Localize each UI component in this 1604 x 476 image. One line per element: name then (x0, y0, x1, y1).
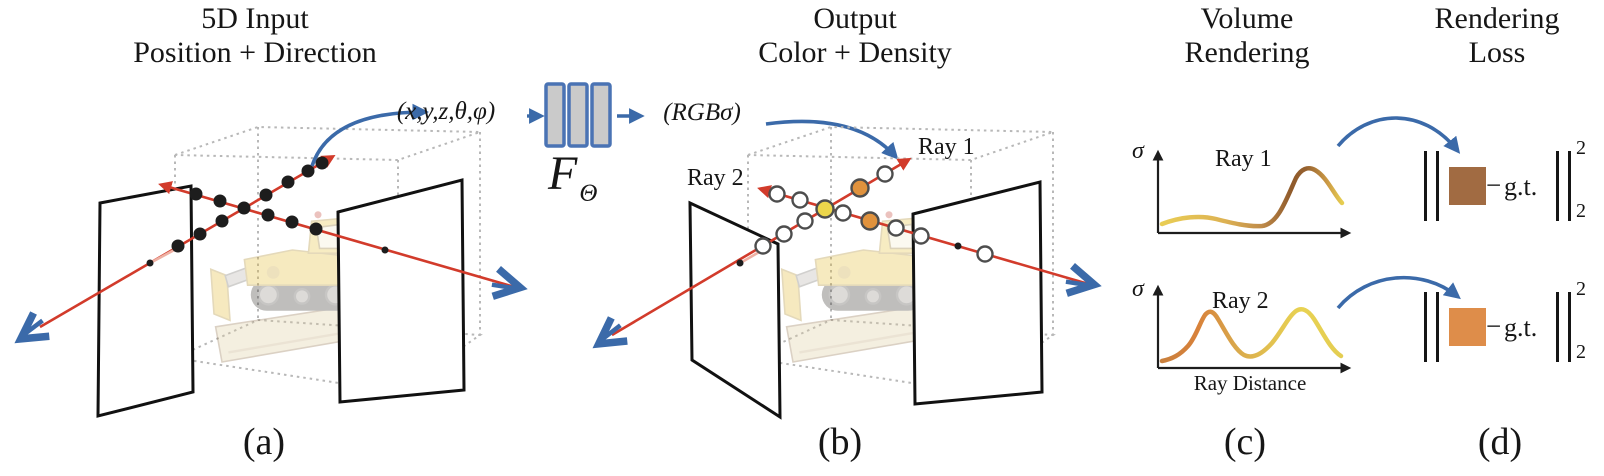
density-curve-ray1 (1159, 166, 1345, 229)
camera-icon-a-right (489, 268, 524, 303)
network-input-formula: (x,y,z,θ,φ) (396, 98, 496, 125)
render-to-loss-arrow-1 (1336, 116, 1461, 154)
loss2-norm-subscript: 2 (1576, 341, 1586, 363)
panel-c-title-line2: Rendering (1184, 36, 1310, 69)
density-plot-ray2 (1152, 284, 1352, 374)
camera-icon-b-right (1063, 265, 1098, 300)
caption-a: (a) (242, 421, 286, 463)
ray-sample-points-a (146, 156, 389, 267)
sample-orange-circle-ray1 (850, 178, 870, 198)
panel-c-title: Volume Rendering (1077, 2, 1417, 70)
loss1-minus: − (1486, 170, 1502, 200)
loss2-exponent: 2 (1576, 278, 1586, 300)
loss1-norm-subscript: 2 (1576, 200, 1586, 222)
loss2-left-norm-bars (1424, 292, 1439, 362)
panel-a-title-line2: Position + Direction (133, 36, 377, 69)
loss2-rendered-color-square (1449, 308, 1486, 346)
plot-x-axis-label: Ray Distance (1193, 371, 1307, 395)
panel-b-title-line2: Color + Density (758, 36, 952, 69)
plot1-sigma-label: σ (1132, 138, 1144, 164)
loss1-ground-truth: g.t. (1504, 172, 1538, 201)
mlp-block (544, 82, 612, 148)
loss1-left-norm-bars (1424, 151, 1439, 221)
loss2-right-norm-bars (1556, 292, 1571, 362)
plot2-sigma-label: σ (1132, 276, 1144, 302)
plot2-title: Ray 2 (1212, 288, 1269, 314)
image-plane-left-b (688, 200, 782, 420)
panel-d-title: Rendering Loss (1327, 2, 1604, 70)
plot1-title: Ray 1 (1215, 146, 1272, 172)
panel-b-title-line1: Output (813, 2, 897, 35)
panel-a-title: 5D Input Position + Direction (85, 2, 425, 70)
loss1-right-norm-bars (1556, 151, 1571, 221)
render-to-loss-arrow-2 (1336, 275, 1461, 310)
loss2-ground-truth: g.t. (1504, 313, 1538, 342)
network-name-subscript: Θ (579, 180, 598, 207)
density-curve-ray2 (1159, 307, 1344, 364)
image-plane-right-a (336, 178, 466, 404)
caption-b: (b) (817, 421, 863, 463)
loss1-rendered-color-square (1449, 167, 1486, 205)
sample-yellow-circle (815, 199, 835, 219)
panel-d-title-line1: Rendering (1434, 2, 1560, 35)
panel-a-title-line1: 5D Input (201, 2, 309, 35)
caption-d: (d) (1477, 421, 1523, 463)
sample-orange-circle-ray2 (860, 211, 880, 231)
caption-c: (c) (1223, 421, 1267, 463)
loss2-minus: − (1486, 311, 1502, 341)
panel-b-title: Output Color + Density (685, 2, 1025, 70)
panel-c-title-line1: Volume (1200, 2, 1294, 35)
output-to-ray-arrow (765, 119, 899, 160)
camera-icon-a-left (13, 311, 51, 349)
camera-icon-b-left (591, 316, 629, 354)
network-name: FΘ (548, 146, 597, 207)
plane-intersection-dots-b (736, 242, 962, 267)
network-name-letter: F (548, 147, 578, 200)
density-plot-ray1 (1152, 149, 1352, 239)
scene-ray1-label: Ray 1 (918, 134, 975, 160)
ray-sample-circles-b (754, 165, 994, 263)
image-plane-right-b (911, 180, 1044, 406)
scene-ray2-label: Ray 2 (687, 165, 744, 191)
image-plane-left-a (96, 184, 195, 418)
panel-d-title-line2: Loss (1468, 36, 1526, 69)
network-output-formula: (RGBσ) (663, 99, 741, 126)
loss1-exponent: 2 (1576, 137, 1586, 159)
sample-to-input-arrow (310, 103, 429, 167)
